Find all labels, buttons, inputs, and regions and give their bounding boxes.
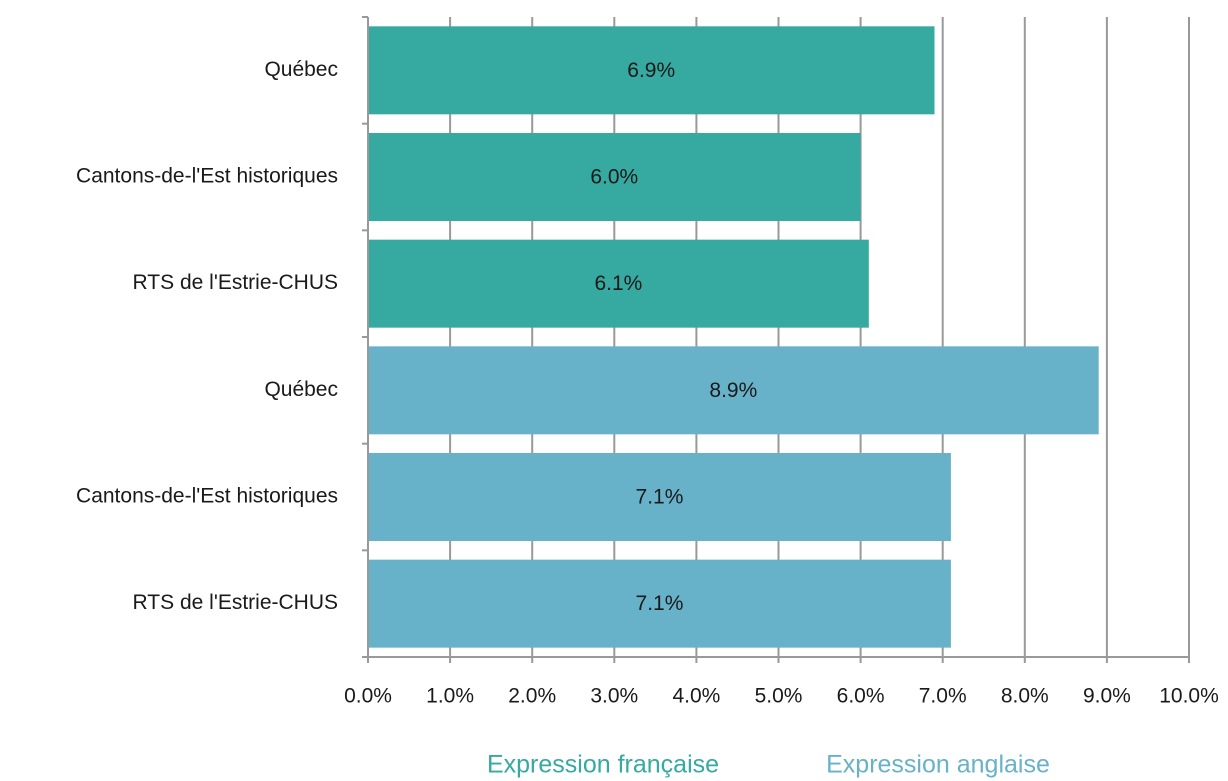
bar [368, 239, 869, 328]
data-label: 7.1% [636, 592, 684, 615]
bar [368, 559, 951, 648]
y-tick-label: Cantons-de-l'Est historiques [76, 485, 338, 508]
x-tick-label: 3.0% [590, 685, 638, 708]
bar [368, 453, 951, 541]
y-tick-label: RTS de l'Estrie-CHUS [133, 271, 339, 294]
x-tick-label: 6.0% [837, 685, 885, 708]
x-tick-label: 5.0% [755, 685, 803, 708]
legend-entry: Expression anglaise [826, 751, 1050, 779]
y-tick-label: Cantons-de-l'Est historiques [76, 165, 338, 188]
bar [368, 133, 861, 221]
data-label: 7.1% [636, 486, 684, 509]
data-label: 6.0% [590, 166, 638, 189]
x-tick-label: 1.0% [426, 685, 474, 708]
x-tick-label: 0.0% [344, 685, 392, 708]
bar [368, 346, 1099, 435]
x-tick-label: 10.0% [1159, 685, 1219, 708]
bar [368, 26, 935, 115]
data-label: 6.1% [594, 272, 642, 295]
x-tick-label: 4.0% [672, 685, 720, 708]
x-tick-label: 2.0% [508, 685, 556, 708]
x-tick-label: 7.0% [919, 685, 967, 708]
data-label: 6.9% [627, 59, 675, 82]
y-tick-label: RTS de l'Estrie-CHUS [133, 591, 339, 614]
legend-entry: Expression française [487, 751, 719, 779]
y-tick-label: Québec [264, 378, 338, 401]
x-tick-label: 9.0% [1083, 685, 1131, 708]
data-label: 8.9% [709, 379, 757, 402]
y-tick-label: Québec [264, 58, 338, 81]
x-tick-label: 8.0% [1001, 685, 1049, 708]
